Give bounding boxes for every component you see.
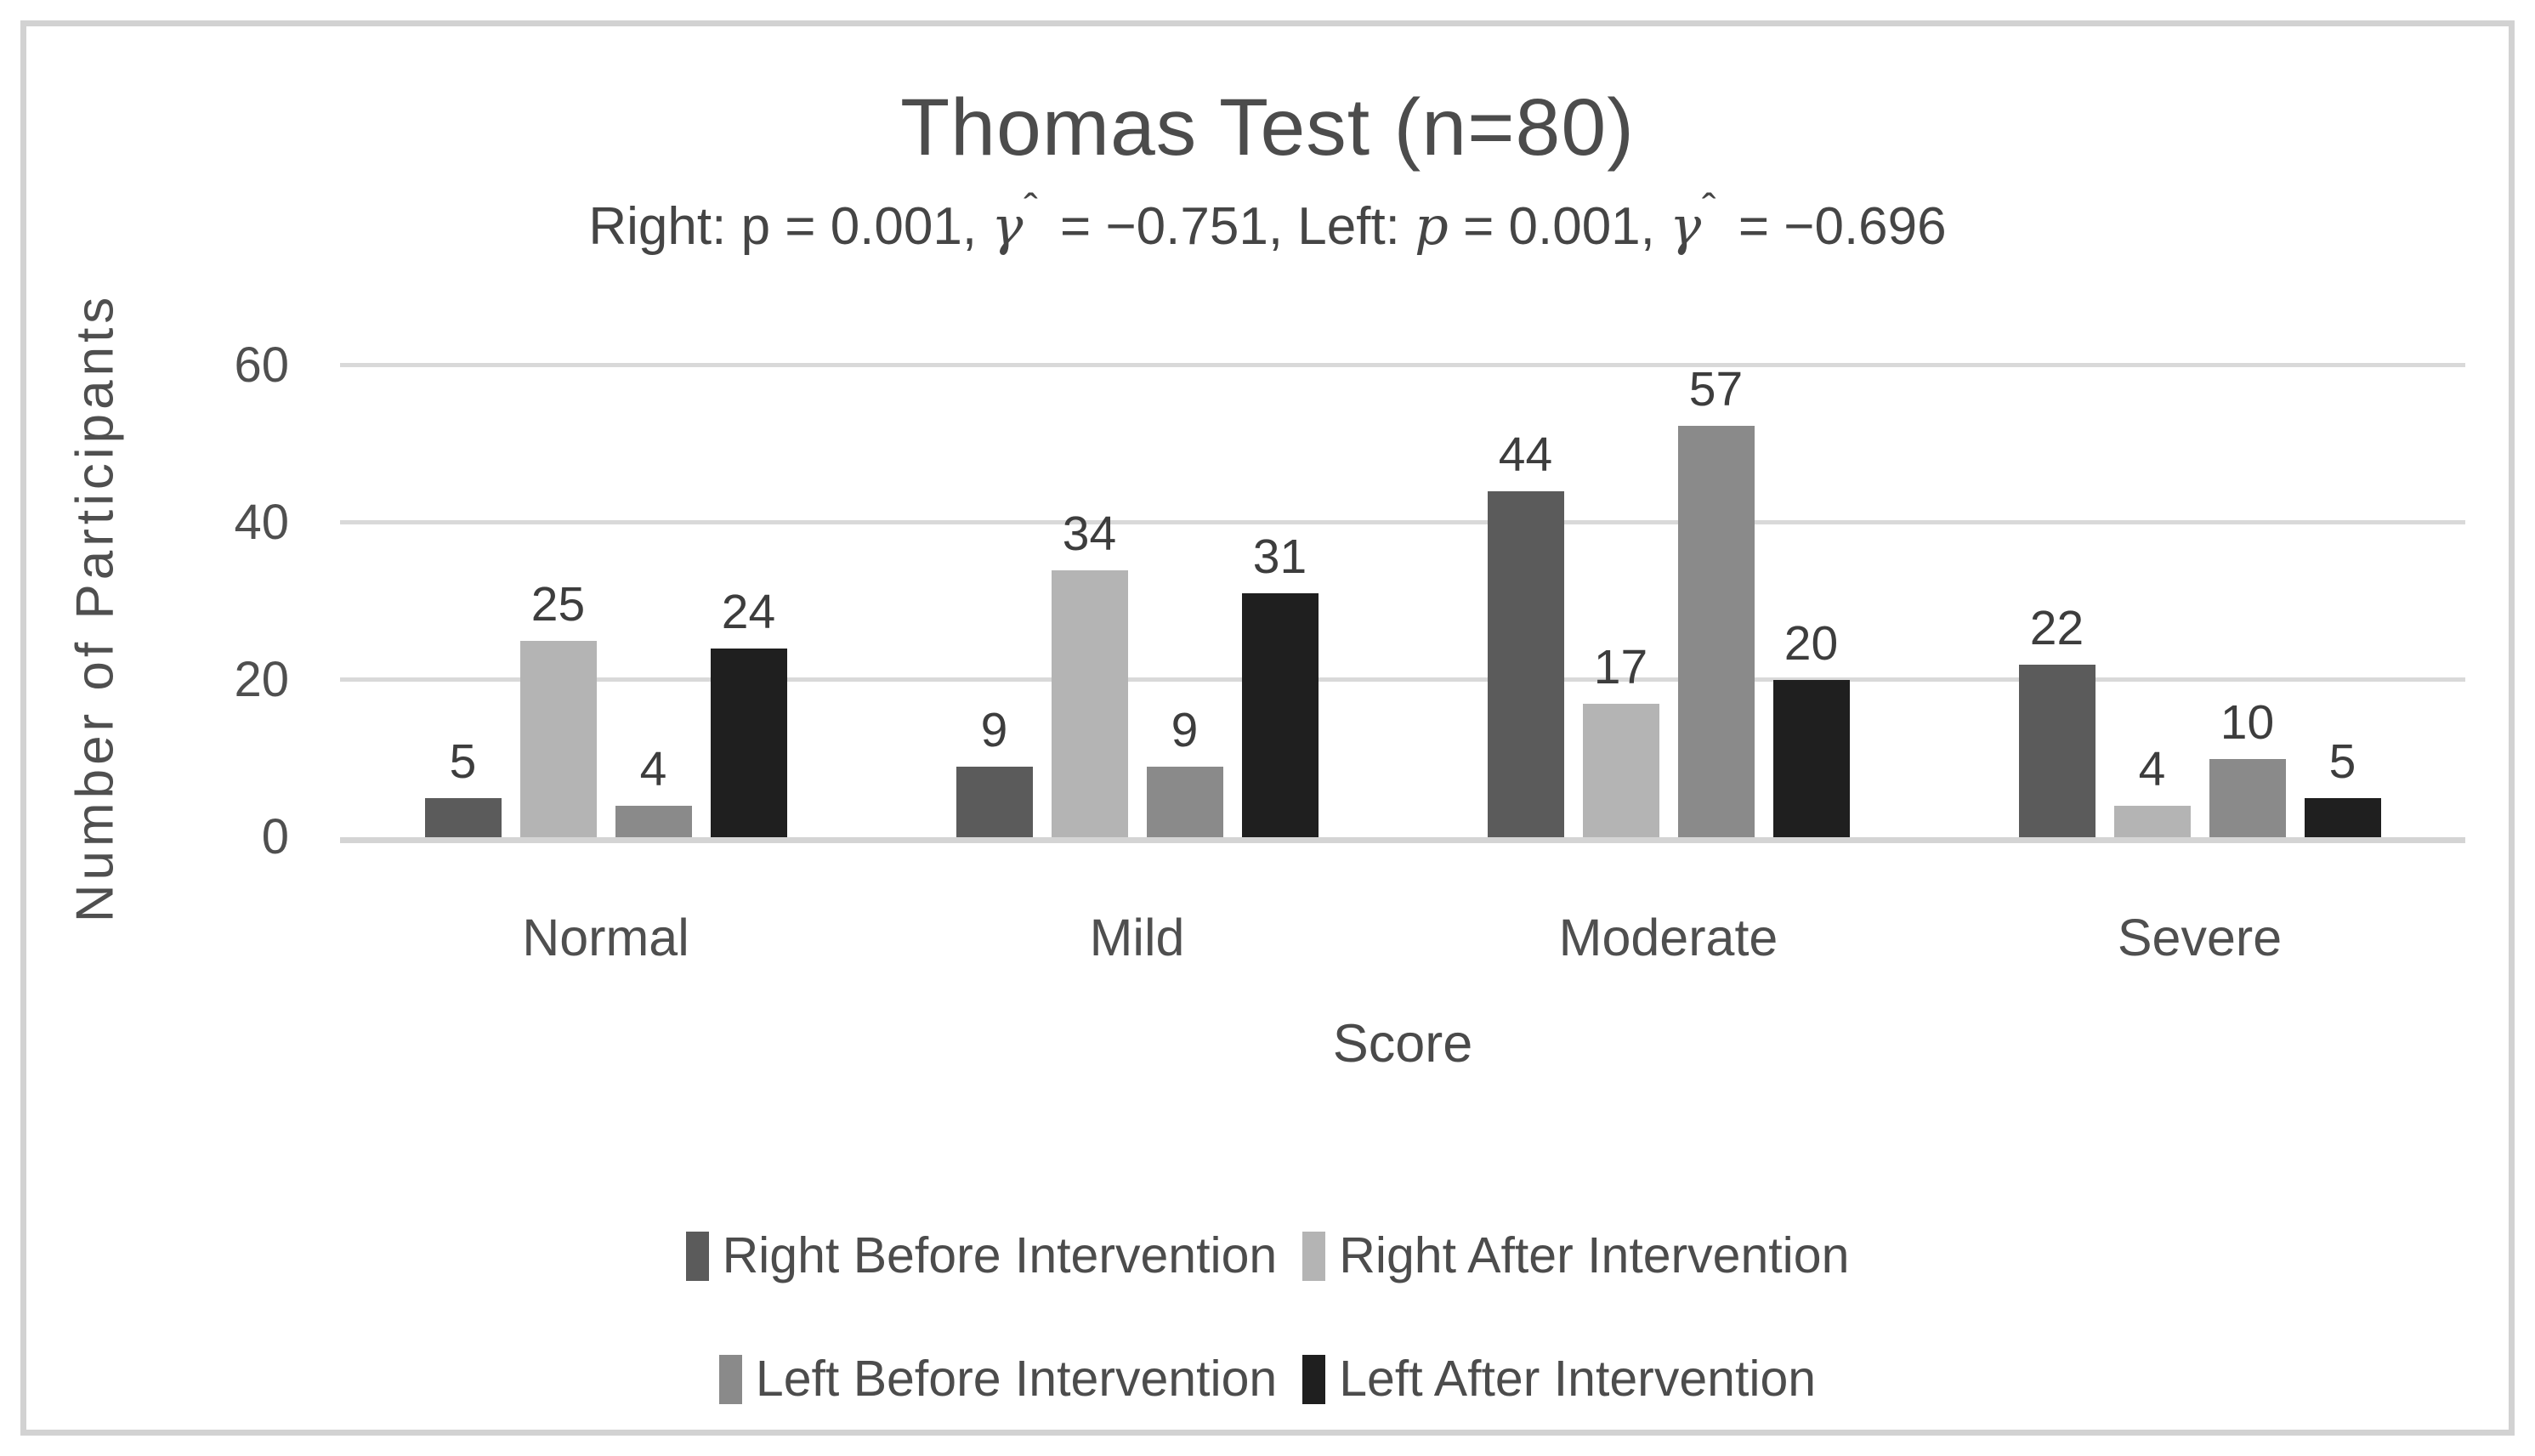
legend-label: Left After Intervention: [1339, 1351, 1817, 1407]
gamma-hat-symbol: γ: [991, 195, 1024, 257]
bar-value-label: 20: [1784, 616, 1839, 671]
bar-right-after-intervention: [1582, 703, 1659, 837]
bar-value-label: 10: [2220, 694, 2275, 750]
y-tick-label: 0: [261, 809, 289, 864]
p-symbol: p: [1415, 195, 1449, 257]
subtitle-segment: Right: p = 0.001,: [588, 197, 992, 256]
bar-column: 31: [1241, 365, 1319, 837]
bar-value-label: 4: [2138, 742, 2166, 796]
y-tick-label: 20: [234, 652, 289, 707]
chart-subtitle: Right: p = 0.001, γˆ = −0.751, Left: p =…: [0, 186, 2535, 257]
gamma-hat-symbol: γ: [1670, 195, 1702, 257]
bar-column: 10: [2209, 365, 2286, 837]
legend-swatch: [1302, 1354, 1326, 1404]
bar-column: 25: [519, 365, 597, 837]
bar-group-mild: 9 34 9 31: [871, 365, 1403, 837]
legend-item: Right Before Intervention: [685, 1227, 1278, 1283]
bar-column: 5: [2304, 365, 2381, 837]
gridline: [340, 520, 2465, 525]
bar-column: 4: [615, 365, 692, 837]
bar-column: 17: [1582, 365, 1659, 837]
legend-item: Left After Intervention: [1302, 1354, 1816, 1404]
x-axis-title: Score: [1332, 1014, 1473, 1074]
bar-column: 9: [956, 365, 1033, 837]
bar-value-label: 25: [530, 576, 586, 632]
bar-value-label: 57: [1688, 362, 1744, 416]
legend-item: Left Before Intervention: [718, 1351, 1278, 1407]
bar-right-after-intervention: [519, 640, 597, 837]
legend-label: Left Before Intervention: [755, 1351, 1278, 1407]
bar-group-normal: 5 25 4 24: [340, 365, 871, 837]
subtitle-segment: = −0.696: [1723, 197, 1947, 256]
x-axis-category-labels: Normal Mild Moderate Severe: [340, 908, 2465, 967]
bar-group-moderate: 44 17 57 20: [1403, 365, 1934, 837]
bar-value-label: 17: [1593, 639, 1648, 694]
subtitle-segment: = −0.751, Left:: [1045, 197, 1415, 256]
gridline: [340, 363, 2465, 367]
bar-column: 57: [1677, 362, 1755, 837]
bar-column: 34: [1051, 365, 1128, 837]
bar-column: 44: [1487, 365, 1564, 837]
hat-accent: ˆ: [1024, 185, 1038, 234]
bar-value-label: 4: [639, 742, 667, 796]
bar-groups: 5 25 4 24 9 34 9 31 44 17 57 20 22 4 10 5: [340, 365, 2465, 837]
bar-value-label: 22: [2029, 600, 2084, 655]
bar-value-label: 5: [2328, 734, 2356, 789]
bar-group-severe: 22 4 10 5: [1934, 365, 2465, 837]
bar-left-before-intervention: [1146, 766, 1223, 837]
bar-left-after-intervention: [1241, 593, 1319, 837]
subtitle-segment: = 0.001,: [1448, 197, 1670, 256]
gridline: [340, 677, 2465, 683]
legend-label: Right Before Intervention: [722, 1227, 1278, 1283]
hat-accent: ˆ: [1702, 185, 1716, 234]
bar-column: 24: [710, 365, 787, 837]
bar-column: 9: [1146, 365, 1223, 837]
bar-right-before-intervention: [956, 766, 1033, 837]
legend-row: Right Before Intervention Right After Int…: [685, 1227, 1849, 1283]
bar-left-before-intervention: [2209, 758, 2286, 837]
y-axis-tick-labels: 0 20 40 60: [128, 341, 289, 862]
bar-column: 5: [424, 365, 502, 837]
chart-title: Thomas Test (n=80): [900, 82, 1635, 173]
bar-left-after-intervention: [2304, 797, 2381, 837]
bar-value-label: 5: [449, 734, 477, 789]
bar-value-label: 9: [1171, 702, 1199, 757]
y-axis-title: Number of Participants: [65, 292, 125, 923]
bar-column: 20: [1772, 365, 1850, 837]
bar-value-label: 44: [1498, 428, 1553, 482]
bar-value-label: 9: [980, 702, 1008, 757]
bar-value-label: 24: [721, 585, 776, 639]
bar-left-after-intervention: [710, 649, 787, 837]
bar-column: 22: [2018, 365, 2095, 837]
legend-row: Left Before Intervention Left After Inter…: [718, 1351, 1816, 1407]
bar-value-label: 34: [1062, 506, 1117, 561]
x-axis-line: [340, 837, 2465, 843]
legend-swatch: [718, 1354, 742, 1404]
legend-swatch: [1302, 1231, 1326, 1281]
bar-right-before-intervention: [2018, 664, 2095, 837]
legend-label: Right After Intervention: [1339, 1227, 1850, 1283]
bar-column: 4: [2113, 365, 2191, 837]
bar-right-before-intervention: [424, 797, 502, 837]
bar-value-label: 31: [1252, 530, 1307, 585]
y-tick-label: 60: [234, 337, 289, 393]
bar-right-after-intervention: [1051, 569, 1128, 837]
legend-swatch: [685, 1231, 709, 1281]
bar-left-before-intervention: [1677, 426, 1755, 837]
y-tick-label: 40: [234, 495, 289, 550]
bar-left-after-intervention: [1772, 680, 1850, 837]
legend: Right Before Intervention Right After Int…: [0, 1231, 2535, 1404]
category-label-severe: Severe: [2117, 909, 2283, 966]
category-label-normal: Normal: [522, 909, 689, 966]
bar-right-before-intervention: [1487, 491, 1564, 837]
category-label-moderate: Moderate: [1558, 909, 1778, 966]
legend-item: Right After Intervention: [1302, 1231, 1849, 1281]
bar-right-after-intervention: [2113, 806, 2191, 837]
plot-area: 5 25 4 24 9 34 9 31 44 17 57 20 22 4 10 5: [340, 363, 2465, 843]
bar-left-before-intervention: [615, 806, 692, 837]
category-label-mild: Mild: [1089, 909, 1185, 966]
